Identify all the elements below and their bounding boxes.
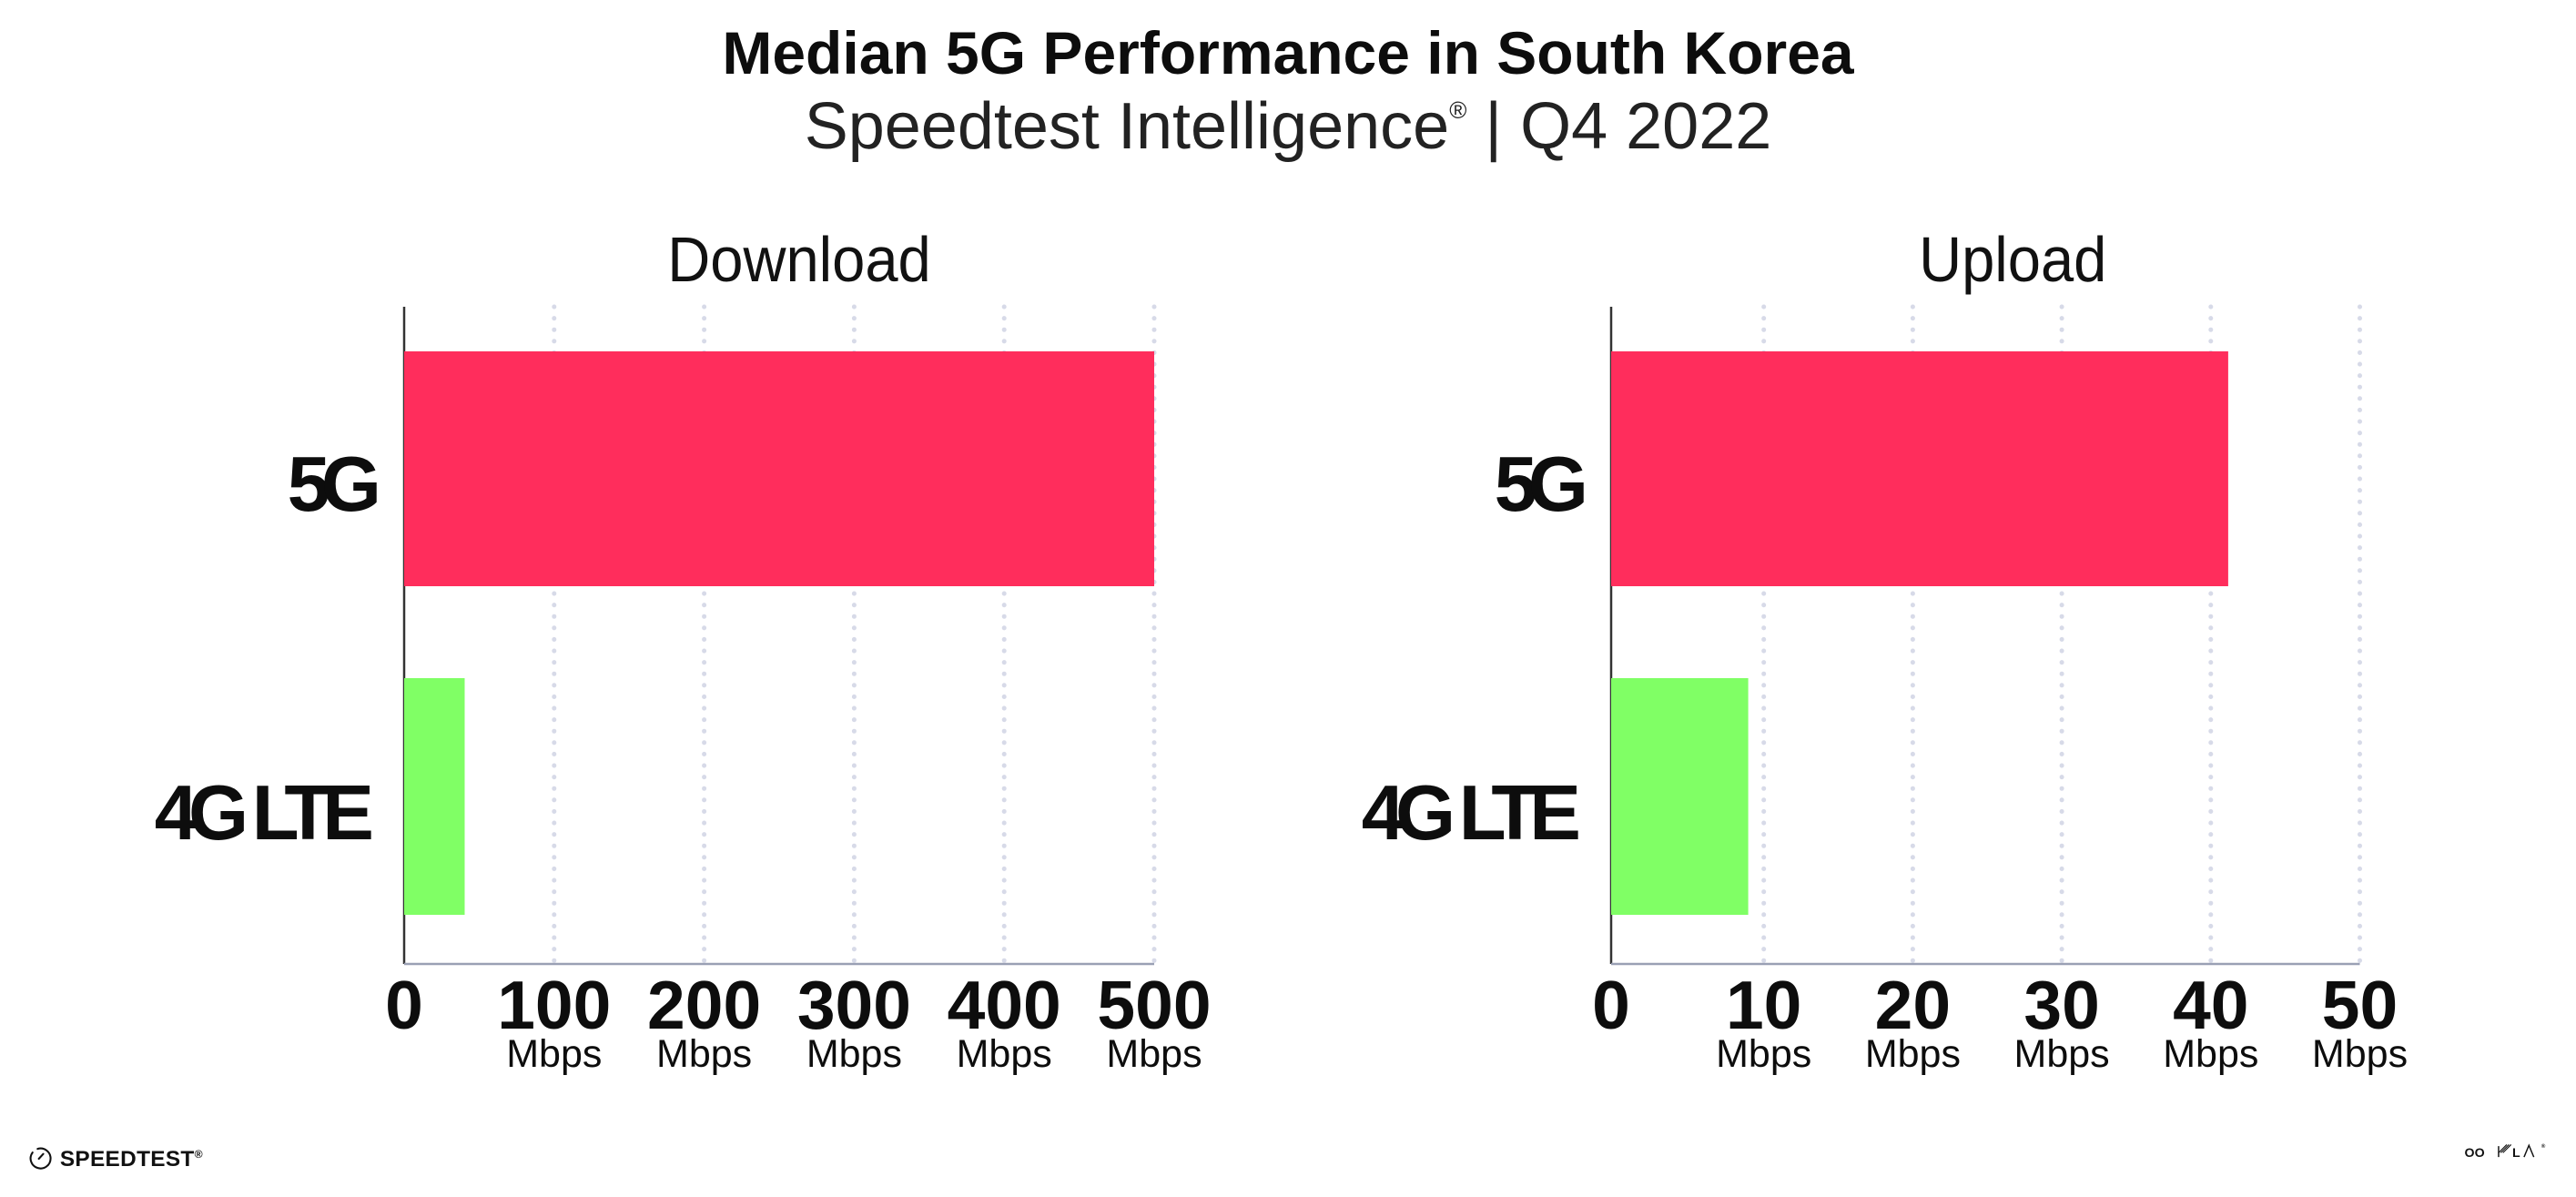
svg-text:Mbps: Mbps (806, 1032, 902, 1076)
svg-text:Mbps: Mbps (1865, 1032, 1961, 1076)
svg-text:Mbps: Mbps (1716, 1032, 1811, 1076)
svg-text:OO: OO (2465, 1146, 2485, 1161)
svg-text:4G LTE: 4G LTE (1362, 770, 1579, 857)
svg-text:L: L (2512, 1146, 2520, 1161)
svg-text:Mbps: Mbps (656, 1032, 752, 1076)
svg-text:Mbps: Mbps (2163, 1032, 2258, 1076)
svg-text:Mbps: Mbps (1106, 1032, 1202, 1076)
svg-text:0: 0 (1592, 967, 1630, 1043)
svg-text:®: ® (2541, 1144, 2546, 1150)
svg-text:5G: 5G (288, 441, 377, 528)
svg-text:Mbps: Mbps (2014, 1032, 2110, 1076)
svg-text:Mbps: Mbps (506, 1032, 602, 1076)
svg-text:Mbps: Mbps (957, 1032, 1052, 1076)
svg-text:Mbps: Mbps (2312, 1032, 2408, 1076)
svg-text:5G: 5G (1495, 441, 1584, 528)
svg-text:0: 0 (385, 967, 423, 1043)
svg-text:4G LTE: 4G LTE (155, 770, 372, 857)
